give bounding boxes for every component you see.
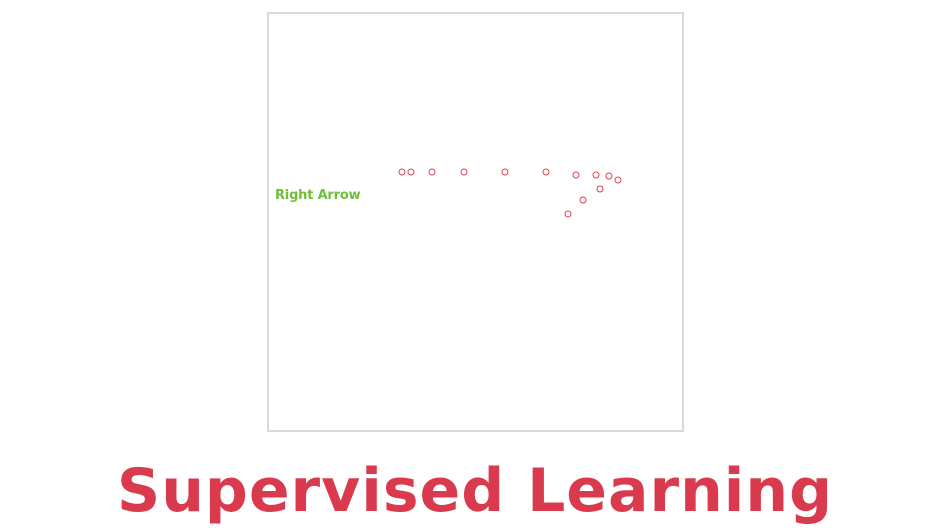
- gesture-point: [592, 171, 600, 179]
- gesture-point: [572, 171, 580, 179]
- drawing-canvas[interactable]: Right Arrow: [267, 12, 684, 432]
- gesture-label: Right Arrow: [275, 188, 361, 203]
- gesture-point: [564, 210, 572, 218]
- gesture-point: [501, 168, 509, 176]
- gesture-point: [398, 168, 406, 176]
- gesture-point: [407, 168, 415, 176]
- gesture-point: [428, 168, 436, 176]
- gesture-point: [579, 196, 587, 204]
- gesture-point: [596, 185, 604, 193]
- gesture-point: [460, 168, 468, 176]
- page-title: Supervised Learning: [116, 456, 834, 526]
- gesture-point: [614, 176, 622, 184]
- gesture-point: [605, 172, 613, 180]
- gesture-points: [398, 168, 622, 218]
- gesture-point: [542, 168, 550, 176]
